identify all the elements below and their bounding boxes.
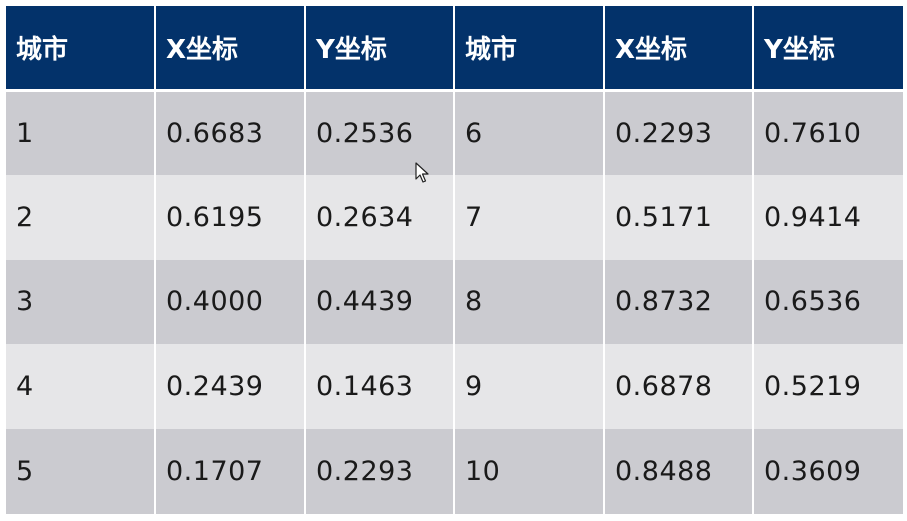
cell-city: 5 [6,429,156,514]
cell-x: 0.6878 [603,344,754,430]
cell-y: 0.3609 [752,429,903,514]
header-city-right: 城市 [453,6,605,92]
cell-y: 0.9414 [752,174,903,260]
cell-y: 0.1463 [304,344,455,430]
cell-x: 0.6683 [154,90,306,175]
cell-city: 9 [453,344,605,430]
cell-x: 0.1707 [154,429,306,514]
cell-x: 0.2293 [603,90,754,175]
cell-city: 10 [453,429,605,514]
table-row: 2 0.6195 0.2634 7 0.5171 0.9414 [6,174,903,260]
cell-city: 6 [453,90,605,175]
mouse-pointer-icon [415,162,429,183]
cell-y: 0.6536 [752,259,903,345]
table-row: 3 0.4000 0.4439 8 0.8732 0.6536 [6,259,903,345]
cell-x: 0.8488 [603,429,754,514]
cell-y: 0.7610 [752,90,903,175]
cell-x: 0.6195 [154,174,306,260]
cell-city: 2 [6,174,156,260]
table-row: 5 0.1707 0.2293 10 0.8488 0.3609 [6,429,903,514]
header-y-left: Y坐标 [304,6,455,92]
table-row: 1 0.6683 0.2536 6 0.2293 0.7610 [6,90,903,175]
header-x-right: X坐标 [603,6,754,92]
cell-city: 8 [453,259,605,345]
cell-city: 7 [453,174,605,260]
header-y-right: Y坐标 [752,6,903,92]
table-row: 4 0.2439 0.1463 9 0.6878 0.5219 [6,344,903,430]
cell-city: 1 [6,90,156,175]
cell-x: 0.2439 [154,344,306,430]
cell-x: 0.5171 [603,174,754,260]
table-header-row: 城市 X坐标 Y坐标 城市 X坐标 Y坐标 [6,6,903,92]
cell-y: 0.4439 [304,259,455,345]
city-coordinates-table: 城市 X坐标 Y坐标 城市 X坐标 Y坐标 1 0.6683 0.2536 6 … [6,6,903,514]
cell-city: 3 [6,259,156,345]
city-coordinates-table-container: 城市 X坐标 Y坐标 城市 X坐标 Y坐标 1 0.6683 0.2536 6 … [6,6,903,514]
cell-y: 0.2293 [304,429,455,514]
cell-city: 4 [6,344,156,430]
cell-y: 0.5219 [752,344,903,430]
cell-x: 0.4000 [154,259,306,345]
header-x-left: X坐标 [154,6,306,92]
header-city-left: 城市 [6,6,156,92]
cell-y: 0.2634 [304,174,455,260]
cell-x: 0.8732 [603,259,754,345]
cell-y: 0.2536 [304,90,455,175]
